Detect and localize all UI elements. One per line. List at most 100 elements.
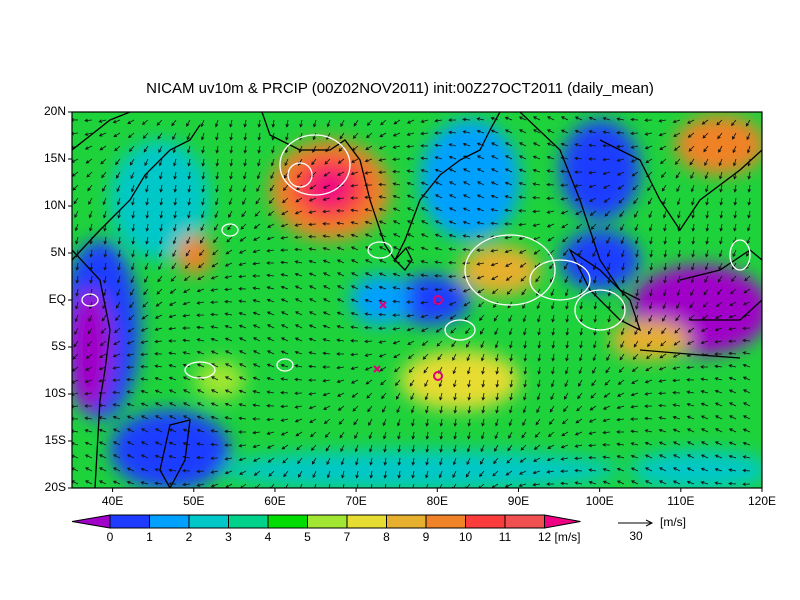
wind-arrow [101,314,107,322]
wind-arrow [448,233,457,238]
wind-arrow [479,470,485,478]
wind-arrow [406,119,415,124]
wind-arrow [393,119,401,125]
wind-arrow [350,379,359,384]
wind-arrow [128,132,135,139]
wind-arrow [285,119,289,128]
wind-arrow [87,184,93,192]
wind-arrow [462,234,471,238]
wind-arrow [368,418,373,426]
wind-arrow [448,118,457,122]
wind-arrow [689,301,695,309]
wind-arrow [350,221,359,225]
wind-arrow [420,181,429,186]
wind-arrow [604,379,611,386]
wind-arrow [462,168,471,173]
wind-arrow [281,324,289,329]
wind-arrow [646,353,653,360]
wind-arrow [700,415,709,420]
wind-arrow [99,340,107,346]
wind-arrow [308,378,317,382]
wind-arrow [574,197,583,202]
wind-arrow [492,470,499,477]
wind-arrow [257,132,262,141]
wind-arrow [196,402,205,407]
wind-arrow [606,353,611,361]
wind-arrow [518,129,527,134]
wind-arrow [364,298,373,303]
wind-arrow [466,444,471,453]
wind-arrow [127,327,135,333]
wind-arrow [672,415,681,420]
wind-arrow [131,236,135,245]
ref-unit: [m/s] [660,515,686,529]
colorbar-label: 8 [383,530,390,544]
wind-arrow [311,457,317,465]
wind-arrow [661,327,667,335]
wind-arrow [676,301,681,309]
wind-arrow [746,223,751,232]
wind-arrow [171,119,177,127]
wind-arrow [630,467,639,472]
wind-arrow [701,441,709,446]
wind-arrow [607,314,611,323]
wind-arrow [714,467,723,472]
wind-arrow [604,210,611,217]
wind-arrow [550,288,555,297]
wind-arrow [397,457,402,466]
wind-arrow [242,197,247,205]
wind-arrow [196,288,205,293]
wind-arrow [518,195,527,199]
wind-arrow [522,405,527,414]
wind-arrow [476,155,485,160]
wind-arrow [210,415,219,420]
wind-arrow [509,392,513,401]
wind-arrow [742,363,751,368]
wind-arrow [644,132,653,136]
wind-arrow [308,247,317,251]
wind-arrow [644,392,653,396]
wind-arrow [112,390,121,395]
wind-arrow [126,480,135,485]
wind-arrow [325,444,331,452]
wind-arrow [578,275,583,284]
wind-arrow [621,249,625,258]
wind-arrow [154,481,163,486]
wind-arrow [116,275,121,284]
wind-arrow [701,119,709,125]
wind-arrow [480,353,485,362]
wind-arrow [366,392,373,399]
wind-arrow [364,325,373,330]
wind-arrow [380,119,387,126]
wind-arrow [420,314,429,319]
wind-arrow [407,353,415,359]
wind-arrow [439,444,443,453]
wind-arrow [183,402,191,407]
wind-arrow [646,171,653,178]
wind-arrow [476,194,485,199]
wind-arrow [168,314,177,319]
wind-arrow [336,196,345,201]
wind-arrow [140,389,149,394]
wind-arrow [633,340,639,348]
wind-arrow [224,402,233,407]
wind-arrow [240,223,247,230]
wind-arrow [84,404,93,408]
wind-arrow [141,119,149,125]
wind-arrow [271,145,275,154]
wind-arrow [452,366,457,375]
wind-arrow [702,301,709,308]
wind-arrow [603,184,611,189]
wind-arrow [490,262,499,267]
wind-arrow [382,418,387,427]
wind-arrow [453,405,458,414]
colorbar-label: 9 [423,530,430,544]
wind-arrow [593,275,597,284]
wind-arrow [420,169,429,173]
lon-label: 110E [667,494,694,508]
wind-arrow [350,325,359,329]
wind-arrow [714,327,723,332]
wind-arrow [621,262,625,271]
wind-arrow [84,416,93,421]
wind-arrow [326,457,331,466]
